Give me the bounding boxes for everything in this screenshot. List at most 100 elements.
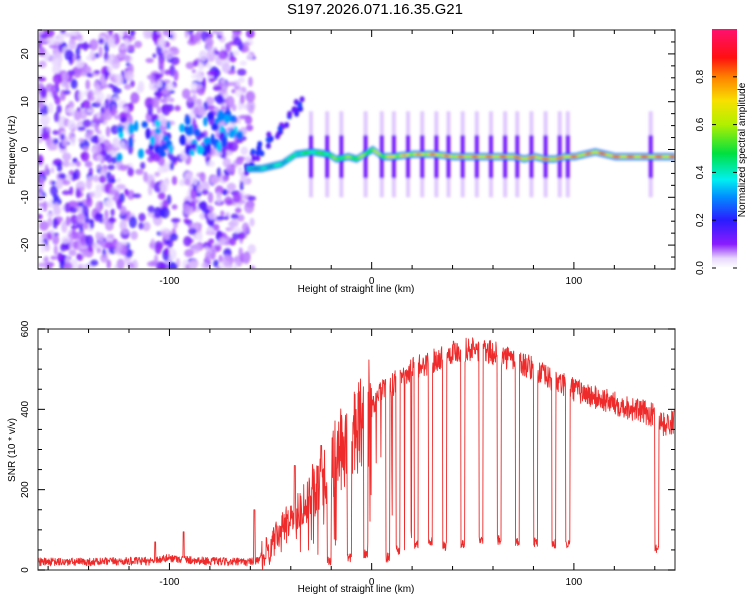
snr-ylabel: SNR (10 * v/v) <box>7 418 18 482</box>
noise-blob <box>78 90 84 102</box>
noise-blob <box>45 212 56 218</box>
noise-blob <box>82 146 90 152</box>
carrier-segment <box>480 155 484 158</box>
noise-blob <box>143 171 148 183</box>
carrier-segment <box>466 155 469 158</box>
carrier-segment <box>424 153 427 156</box>
noise-blob <box>96 247 102 254</box>
noise-blob <box>239 60 247 66</box>
noise-blob <box>97 240 107 246</box>
noise-blob <box>138 222 144 230</box>
carrier-segment <box>371 148 374 151</box>
noise-blob <box>236 139 243 144</box>
carrier-segment <box>333 156 336 159</box>
carrier-segment <box>608 154 611 157</box>
carrier-segment <box>628 155 631 158</box>
noise-blob <box>119 141 126 150</box>
noise-blob <box>229 219 239 228</box>
noise-blob <box>159 231 167 236</box>
carrier-segment <box>258 167 261 170</box>
noise-blob <box>135 168 144 175</box>
noise-blob <box>110 208 115 217</box>
noise-blob <box>65 216 71 226</box>
noise-blob <box>119 205 127 216</box>
carrier-segment <box>531 156 534 159</box>
snr-line <box>38 337 675 570</box>
noise-blob <box>114 73 124 86</box>
colorbar-ticks: 0.0 0.2 0.4 0.6 0.8 <box>695 69 737 275</box>
noise-blob <box>107 65 114 73</box>
carrier-segment <box>561 156 564 159</box>
carrier-segment <box>353 157 356 160</box>
noise-blob <box>84 160 93 168</box>
noise-blob <box>239 94 245 105</box>
carrier-segment <box>472 155 475 158</box>
noise-blob <box>152 153 161 162</box>
carrier-segment <box>616 155 619 158</box>
carrier-segment <box>246 167 249 170</box>
noise-blob <box>247 244 256 255</box>
carrier-segment <box>345 155 348 159</box>
noise-blob <box>74 109 82 121</box>
carrier-segment <box>482 155 486 158</box>
band-blob <box>221 135 228 148</box>
band-blob <box>168 144 174 154</box>
noise-blob <box>111 58 121 70</box>
noise-blob <box>95 91 105 103</box>
noise-blob <box>56 162 63 172</box>
noise-blob <box>82 99 91 108</box>
noise-blob <box>239 104 248 109</box>
band-blob <box>210 133 215 145</box>
carrier-segment <box>357 156 360 159</box>
noise-blob <box>96 154 103 162</box>
band-blob <box>203 116 208 127</box>
carrier-segment <box>276 163 279 166</box>
noise-blob <box>235 156 244 165</box>
noise-blob <box>198 132 206 139</box>
noise-blob <box>44 164 49 176</box>
band-blob <box>134 120 139 132</box>
carrier-segment <box>525 157 528 160</box>
noise-blob <box>121 229 130 235</box>
noise-blob <box>40 241 46 254</box>
band-blob <box>196 144 204 155</box>
noise-blob <box>53 111 60 123</box>
noise-blob <box>118 44 127 50</box>
colorbar-tick-label: 0.2 <box>695 213 706 227</box>
noise-blob <box>218 49 228 60</box>
carrier-segment <box>410 153 413 156</box>
carrier-segment <box>349 156 352 159</box>
noise-blob <box>106 178 117 184</box>
band-blob <box>162 134 169 142</box>
carrier-segment <box>586 152 589 155</box>
noise-blob <box>95 232 105 242</box>
noise-blob <box>192 59 199 67</box>
noise-blob <box>229 237 237 246</box>
carrier-segment <box>490 155 494 158</box>
noise-blob <box>127 262 135 269</box>
noise-blob <box>233 36 242 46</box>
noise-blob <box>246 53 254 61</box>
noise-blob <box>188 227 197 235</box>
carrier-segment <box>543 157 546 161</box>
spectrogram-ytick-label: 20 <box>20 48 31 60</box>
carrier-segment <box>652 155 655 158</box>
noise-blob <box>81 249 86 258</box>
noise-blob <box>123 105 129 113</box>
noise-blob <box>72 157 78 163</box>
carrier-segment <box>327 153 330 156</box>
noise-blob <box>216 97 225 105</box>
carrier-segment <box>391 155 395 158</box>
carrier-segment <box>577 154 581 157</box>
band-blob <box>223 114 231 124</box>
carrier-segment <box>624 155 627 158</box>
carrier-segment <box>393 155 397 158</box>
carrier-segment <box>311 150 314 153</box>
noise-blob <box>51 84 57 96</box>
noise-blob <box>120 117 127 123</box>
noise-blob <box>247 195 257 201</box>
carrier-segment <box>359 155 362 158</box>
carrier-segment <box>553 157 556 161</box>
